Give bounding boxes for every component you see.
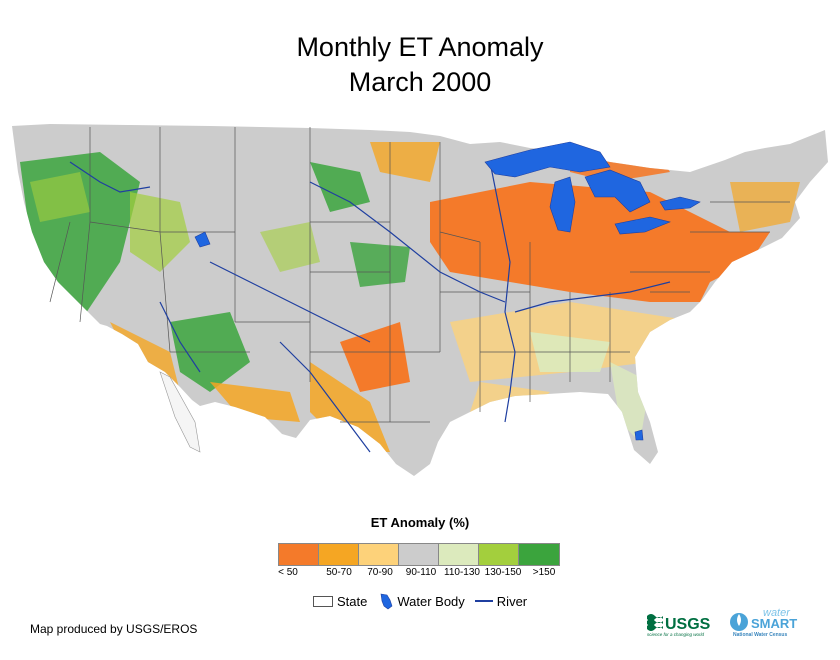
legend-swatch (439, 544, 479, 565)
legend-class-label: 70-90 (367, 567, 393, 578)
usgs-wordmark: USGS (665, 616, 711, 633)
legend-class-labels: < 50 50-70 70-90 90-110 110-130 130-150 … (278, 567, 566, 581)
legend-class-label: < 50 (278, 567, 298, 578)
legend-swatch (519, 544, 559, 565)
water-bodies (194, 141, 701, 441)
usgs-logo: USGS science for a changing world (647, 614, 711, 637)
rivers (69, 161, 671, 453)
river-key-label: River (496, 593, 528, 609)
state-symbol-icon (313, 595, 333, 607)
state-key-label: State (337, 593, 368, 609)
river-line-icon (474, 600, 493, 602)
water-drop-icon (381, 593, 393, 610)
et-anomaly-map (10, 122, 830, 482)
river-key: River (474, 593, 528, 609)
legend-swatch (279, 544, 319, 565)
watersmart-top: water (763, 607, 791, 619)
map-feature-key: State Water Body River (313, 592, 537, 610)
usgs-tagline: science for a changing world (647, 632, 705, 637)
legend-title: ET Anomaly (%) (370, 515, 470, 530)
map-credit: Map produced by USGS/EROS (30, 622, 198, 636)
legend-class-label: 50-70 (326, 567, 352, 578)
legend-swatch (399, 544, 439, 565)
water-body-key: Water Body (377, 592, 465, 610)
state-boundaries (49, 127, 790, 423)
legend-class-label: >150 (532, 567, 556, 578)
legend-swatch (479, 544, 519, 565)
map-title: Monthly ET Anomaly (296, 32, 544, 62)
legend-class-label: 130-150 (484, 567, 522, 578)
water-body-key-label: Water Body (397, 593, 465, 609)
map-subtitle-date: March 2000 (348, 67, 492, 97)
state-key: State (313, 594, 367, 609)
watersmart-main: SMART (751, 616, 797, 631)
legend-swatch (319, 544, 359, 565)
legend-color-ramp (278, 543, 560, 566)
legend-swatch (359, 544, 399, 565)
legend-class-label: 110-130 (444, 567, 480, 578)
watersmart-sub: National Water Census (733, 632, 787, 638)
conus-land (12, 124, 828, 476)
legend-class-label: 90-110 (405, 567, 437, 578)
watersmart-logo: water SMART National Water Census (730, 607, 797, 638)
